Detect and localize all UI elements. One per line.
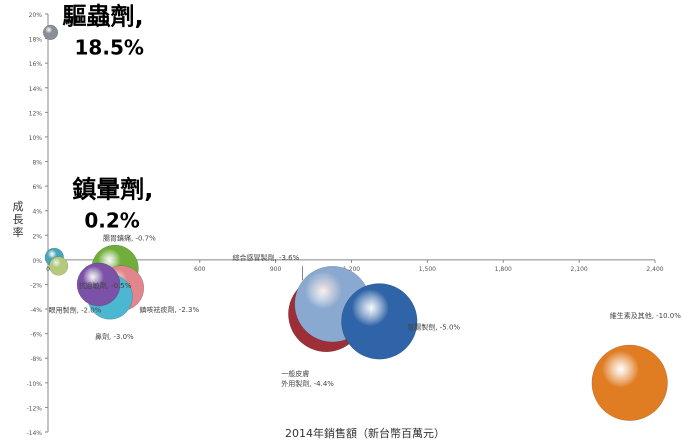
y-tick-label: 4% xyxy=(32,209,42,216)
bubble-label-nasal: 鼻劑, -3.0% xyxy=(95,332,134,341)
x-tick-label: 1,800 xyxy=(495,266,512,273)
x-tick-label: 1,200 xyxy=(343,266,360,273)
x-tick-label: 900 xyxy=(270,266,282,273)
y-tick-label: -14% xyxy=(26,430,42,437)
bubble-label-eye-drops: 眼用製劑, -2.0% xyxy=(49,305,102,314)
bubble-antiemetic xyxy=(49,256,69,276)
x-tick-label: 600 xyxy=(194,266,206,273)
x-tick-label: 2,400 xyxy=(646,266,663,273)
bubble-vitamins xyxy=(591,344,668,421)
bubble-value-repellent: 18.5% xyxy=(75,35,144,59)
bubbles xyxy=(42,24,668,421)
bubble-label-gastro: 腸胃鎮痛, -0.7% xyxy=(103,233,156,242)
x-tick-label: 0 xyxy=(46,266,50,273)
y-tick-label: 6% xyxy=(32,184,42,191)
bubble-labels: 驅蟲劑, 18.5% 鎮暈劑, 0.2% 抗過敏劑, -0.5% 眼用製劑, -2.0% 腸… xyxy=(49,2,682,388)
bubble-label-oral-cough: 鎮咳袪痰劑, -2.3% xyxy=(139,305,199,314)
y-tick-label: 12% xyxy=(29,110,43,117)
y-tick-label: -12% xyxy=(26,405,42,412)
x-axis-label: 2014年銷售額（新台幣百萬元） xyxy=(285,426,445,440)
y-tick-label: 20% xyxy=(29,12,43,19)
bubble-label-repellent: 驅蟲劑, xyxy=(63,2,144,30)
x-tick-label: 2,100 xyxy=(571,266,588,273)
y-tick-label: -6% xyxy=(30,332,42,339)
bubble-label-topical: 外用製劑, -4.4% xyxy=(281,379,334,388)
bubble-stomach xyxy=(341,283,418,360)
bubble-label-topical: 一般皮膚 xyxy=(281,369,309,378)
bubble-label-motion-sickness: 鎮暈劑, xyxy=(72,175,153,203)
y-tick-label: 2% xyxy=(32,233,42,240)
bubble-label-antiemetic: 抗過敏劑, -0.5% xyxy=(79,281,132,290)
y-tick-label: 18% xyxy=(29,37,43,44)
y-tick-label: -2% xyxy=(30,282,42,289)
y-tick-label: -4% xyxy=(30,307,42,314)
y-axis-label: 成長率 xyxy=(13,200,24,239)
bubble-label-stomach: 胃腸製劑, -5.0% xyxy=(407,322,460,331)
bubble-repellent xyxy=(42,24,59,41)
y-tick-label: 8% xyxy=(32,160,42,167)
bubble-label-vitamins: 維生素及其他, -10.0% xyxy=(610,311,682,320)
y-tick-label: -8% xyxy=(30,356,42,363)
y-tick-label: 16% xyxy=(29,61,43,68)
bubble-value-motion-sickness: 0.2% xyxy=(84,208,139,232)
y-tick-label: 10% xyxy=(29,135,43,142)
bubble-label-multi-vitamin: 綜合感冒製劑, -3.6% xyxy=(233,253,300,262)
bubble-eye-drops xyxy=(76,262,121,307)
y-tick-label: 14% xyxy=(29,86,43,93)
y-tick-label: 0% xyxy=(32,258,42,265)
axes: 20% 18% 16% 14% 12% 10% 8% 6% 4% 2% 0% -2% -4% -6% -8%… xyxy=(26,12,663,437)
y-tick-label: -10% xyxy=(26,381,42,388)
x-tick-label: 1,500 xyxy=(419,266,436,273)
